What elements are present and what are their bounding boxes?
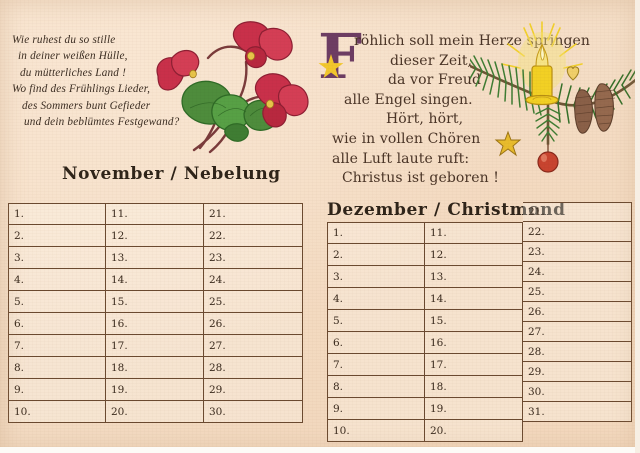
december-column-3: 21. 22. 23. 24. 25. 26. 27. 28. 29. 30. … bbox=[523, 202, 632, 442]
december-heading: Dezember / Christmond bbox=[327, 200, 566, 220]
day-cell[interactable]: 31. bbox=[523, 402, 632, 422]
day-cell[interactable]: 10. bbox=[327, 420, 425, 442]
day-cell[interactable]: 29. bbox=[204, 379, 303, 401]
day-cell[interactable]: 1. bbox=[327, 222, 425, 244]
day-cell[interactable]: 22. bbox=[523, 222, 632, 242]
november-column-1: 1. 2. 3. 4. 5. 6. 7. 8. 9. 10. bbox=[8, 203, 106, 423]
poem-line: wie in vollen Chören bbox=[332, 130, 481, 147]
day-cell[interactable]: 5. bbox=[8, 291, 106, 313]
poem-line: da vor Freud bbox=[388, 72, 482, 89]
day-cell[interactable]: 27. bbox=[204, 335, 303, 357]
day-cell[interactable]: 20. bbox=[106, 401, 204, 423]
day-cell[interactable]: 4. bbox=[327, 288, 425, 310]
day-cell[interactable]: 24. bbox=[523, 262, 632, 282]
day-cell[interactable]: 30. bbox=[523, 382, 632, 402]
day-cell[interactable]: 3. bbox=[8, 247, 106, 269]
poem-line: Christus ist geboren ! bbox=[342, 170, 500, 187]
day-cell[interactable]: 23. bbox=[523, 242, 632, 262]
day-cell[interactable]: 14. bbox=[425, 288, 523, 310]
day-cell[interactable]: 14. bbox=[106, 269, 204, 291]
day-cell[interactable]: 3. bbox=[327, 266, 425, 288]
poem-line: Hört, hört, bbox=[386, 111, 464, 128]
day-cell[interactable]: 12. bbox=[106, 225, 204, 247]
day-cell[interactable]: 13. bbox=[106, 247, 204, 269]
drop-cap-f: F bbox=[318, 20, 363, 93]
pine-cone-icon bbox=[574, 83, 616, 134]
day-cell[interactable]: 8. bbox=[8, 357, 106, 379]
day-cell[interactable]: 28. bbox=[523, 342, 632, 362]
day-cell[interactable]: 11. bbox=[106, 203, 204, 225]
poem-line: Wo find des Frühlings Lieder, bbox=[12, 83, 151, 96]
day-cell[interactable]: 18. bbox=[106, 357, 204, 379]
poem-line: röhlich soll mein Herze springen bbox=[354, 33, 591, 49]
day-cell[interactable]: 21. bbox=[523, 202, 632, 222]
day-cell[interactable]: 5. bbox=[327, 310, 425, 332]
day-cell[interactable]: 18. bbox=[425, 376, 523, 398]
day-cell[interactable]: 29. bbox=[523, 362, 632, 382]
december-column-1: 1. 2. 3. 4. 5. 6. 7. 8. 9. 10. bbox=[327, 222, 425, 442]
day-cell[interactable]: 25. bbox=[204, 291, 303, 313]
november-column-3: 21. 22. 23. 24. 25. 26. 27. 28. 29. 30. bbox=[204, 203, 303, 423]
day-cell[interactable]: 24. bbox=[204, 269, 303, 291]
day-cell[interactable]: 13. bbox=[425, 266, 523, 288]
december-day-table: 1. 2. 3. 4. 5. 6. 7. 8. 9. 10. 11. 12. 1… bbox=[327, 202, 632, 442]
day-cell[interactable]: 6. bbox=[327, 332, 425, 354]
day-cell[interactable]: 26. bbox=[523, 302, 632, 322]
day-cell[interactable]: 12. bbox=[425, 244, 523, 266]
day-cell[interactable]: 21. bbox=[204, 203, 303, 225]
day-cell[interactable]: 26. bbox=[204, 313, 303, 335]
day-cell[interactable]: 19. bbox=[425, 398, 523, 420]
day-cell[interactable]: 25. bbox=[523, 282, 632, 302]
day-cell[interactable]: 10. bbox=[8, 401, 106, 423]
november-column-2: 11. 12. 13. 14. 15. 16. 17. 18. 19. 20. bbox=[106, 203, 204, 423]
day-cell[interactable]: 9. bbox=[8, 379, 106, 401]
day-cell[interactable]: 30. bbox=[204, 401, 303, 423]
day-cell[interactable]: 20. bbox=[425, 420, 523, 442]
day-cell[interactable]: 2. bbox=[327, 244, 425, 266]
poem-line: in deiner weißen Hülle, bbox=[18, 50, 128, 63]
day-cell[interactable]: 19. bbox=[106, 379, 204, 401]
bottom-page-edge bbox=[0, 447, 640, 453]
poem-line: du mütterliches Land ! bbox=[20, 66, 127, 79]
poem-line: dieser Zeit, bbox=[390, 52, 473, 69]
heart-ornament-icon bbox=[566, 66, 580, 81]
day-cell[interactable]: 22. bbox=[204, 225, 303, 247]
day-cell[interactable]: 11. bbox=[425, 222, 523, 244]
day-cell[interactable]: 1. bbox=[8, 203, 106, 225]
poem-line: alle Luft laute ruft: bbox=[332, 150, 470, 167]
day-cell[interactable]: 16. bbox=[106, 313, 204, 335]
day-cell[interactable]: 8. bbox=[327, 376, 425, 398]
poem-line: des Sommers bunt Gefieder bbox=[22, 99, 151, 112]
day-cell[interactable]: 15. bbox=[425, 310, 523, 332]
november-day-table: 1. 2. 3. 4. 5. 6. 7. 8. 9. 10. 11. 12. 1… bbox=[8, 203, 303, 423]
day-cell[interactable]: 28. bbox=[204, 357, 303, 379]
day-cell[interactable]: 9. bbox=[327, 398, 425, 420]
december-column-2: 11. 12. 13. 14. 15. 16. 17. 18. 19. 20. bbox=[425, 222, 523, 442]
day-cell[interactable]: 6. bbox=[8, 313, 106, 335]
day-cell[interactable]: 27. bbox=[523, 322, 632, 342]
november-poem: Wie ruhest du so stille in deiner weißen… bbox=[8, 32, 218, 130]
day-cell[interactable]: 7. bbox=[327, 354, 425, 376]
day-cell[interactable]: 23. bbox=[204, 247, 303, 269]
november-heading: November / Nebelung bbox=[62, 164, 281, 184]
day-cell[interactable]: 16. bbox=[425, 332, 523, 354]
day-cell[interactable]: 7. bbox=[8, 335, 106, 357]
day-cell[interactable]: 17. bbox=[106, 335, 204, 357]
day-cell[interactable]: 15. bbox=[106, 291, 204, 313]
poem-line: und dein beblümtes Festgewand? bbox=[24, 116, 180, 129]
day-cell[interactable]: 4. bbox=[8, 269, 106, 291]
day-cell[interactable]: 17. bbox=[425, 354, 523, 376]
poem-line: Wie ruhest du so stille bbox=[12, 34, 116, 46]
day-cell[interactable]: 2. bbox=[8, 225, 106, 247]
right-page-edge bbox=[635, 0, 640, 453]
december-poem: röhlich soll mein Herze springen dieser … bbox=[332, 32, 591, 189]
poem-line: alle Engel singen. bbox=[344, 91, 473, 108]
